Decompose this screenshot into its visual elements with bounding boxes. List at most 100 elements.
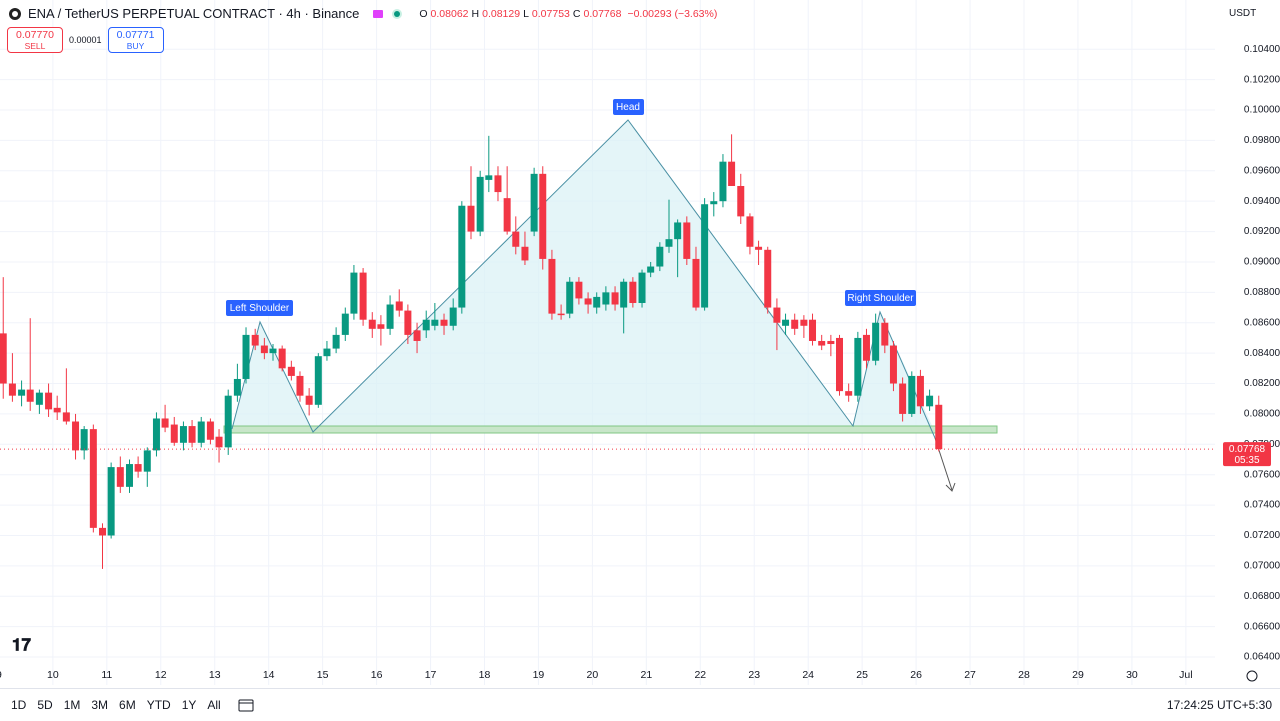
candle-body: [116, 467, 124, 487]
candle-body: [278, 348, 286, 369]
x-tick-label: 19: [533, 669, 545, 681]
candle-body: [251, 334, 259, 346]
candle-body: [485, 175, 493, 180]
candle-body: [809, 319, 817, 341]
left-shoulder-area: [232, 322, 313, 432]
candle-body: [224, 395, 232, 448]
currency[interactable]: USDT: [1229, 8, 1257, 19]
market-status: [392, 8, 403, 19]
candle-body: [152, 418, 160, 451]
candle-body: [935, 404, 943, 450]
right-shoulder-label: Right Shoulder: [847, 293, 914, 304]
labels: Head Left Shoulder Right Shoulder: [226, 99, 916, 316]
price-tag: [1223, 442, 1271, 467]
candle-body: [314, 356, 322, 405]
range-button[interactable]: All: [207, 698, 221, 712]
y-tick-label: 0.07400: [1244, 500, 1280, 511]
x-tick-label: 22: [694, 669, 706, 681]
candle-body: [638, 272, 646, 303]
x-tick-label: 25: [856, 669, 868, 681]
candle-body: [800, 319, 808, 326]
y-tick-label: 0.08000: [1244, 409, 1280, 420]
candle-body: [404, 310, 412, 335]
candle-body: [755, 246, 763, 250]
y-tick-label: 0.10400: [1244, 44, 1280, 55]
y-tick-label: 0.06400: [1244, 652, 1280, 663]
candle-body: [845, 391, 853, 396]
ohlc-value: 0.08129: [482, 7, 521, 20]
candle-body: [359, 272, 367, 320]
settings-icon: [1246, 670, 1258, 682]
x-tick-label: 27: [964, 669, 976, 681]
candle-body: [881, 322, 889, 346]
candle-body: [889, 345, 897, 384]
candle-body: [557, 313, 565, 316]
candle-body: [521, 246, 529, 261]
x-tick-label: 23: [748, 669, 760, 681]
x-tick-label: 21: [641, 669, 653, 681]
candle-body: [72, 421, 80, 451]
candle-body: [602, 292, 610, 305]
candle-body: [710, 201, 718, 205]
x-tick-label: 12: [155, 669, 167, 681]
candle-body: [818, 340, 826, 346]
candle-body: [548, 258, 556, 314]
x-tick-label: 11: [101, 669, 112, 681]
x-tick-label: 29: [1072, 669, 1084, 681]
clock: 17:24:25 UTC+5:30: [1166, 698, 1272, 712]
candle-body: [862, 334, 870, 361]
candle-body: [368, 319, 376, 329]
x-tick-label: 9: [0, 669, 2, 681]
candle-body: [323, 348, 331, 357]
range-button[interactable]: 5D: [37, 698, 53, 712]
candle-body: [206, 421, 214, 440]
sell-button[interactable]: 0.07770 SELL: [7, 27, 63, 53]
y-tick-label: 0.09200: [1244, 226, 1280, 237]
candle-body: [835, 337, 843, 392]
left-shoulder-label: Left Shoulder: [230, 303, 290, 314]
range-button[interactable]: YTD: [146, 698, 171, 712]
x-tick-label: 18: [479, 669, 491, 681]
head-area: [313, 120, 853, 432]
buy-price: 0.07771: [116, 29, 155, 41]
candle-body: [260, 345, 268, 354]
trade-buttons: 0.07770 SELL 0.00001 0.07771 BUY: [7, 27, 164, 53]
spread: 0.00001: [69, 35, 102, 45]
x-tick-label: 20: [587, 669, 599, 681]
range-button[interactable]: 3M: [91, 698, 109, 712]
ohlc-label: H: [471, 7, 480, 20]
x-tick-label: 14: [263, 669, 275, 681]
candle-body: [143, 450, 151, 472]
x-tick-label: Jul: [1179, 669, 1192, 681]
y-tick-label: 0.09800: [1244, 135, 1280, 146]
x-tick-label: 26: [910, 669, 922, 681]
ohlc-value: 0.07768: [583, 7, 622, 20]
y-tick-label: 0.06800: [1244, 591, 1280, 602]
candle-body: [350, 272, 358, 314]
candle-body: [566, 281, 574, 314]
candle-body: [926, 395, 934, 407]
arrow-head: [945, 482, 956, 492]
y-tick-label: 0.09400: [1244, 196, 1280, 207]
buy-button[interactable]: 0.07771 BUY: [107, 27, 164, 53]
range-button[interactable]: 1D: [11, 698, 27, 712]
ohlc-label: O: [419, 7, 428, 20]
date-range-icon[interactable]: [237, 697, 255, 713]
price-tag-countdown: 05:35: [1234, 455, 1259, 466]
x-tick-label: 15: [317, 669, 329, 681]
candle-body: [99, 527, 107, 536]
sell-label: SELL: [24, 41, 46, 51]
range-button[interactable]: 6M: [119, 698, 136, 712]
candle-body: [107, 467, 115, 536]
candle-body: [18, 389, 26, 396]
candle-body: [377, 324, 385, 329]
range-button[interactable]: 1M: [63, 698, 81, 712]
range-button[interactable]: 1Y: [181, 698, 197, 712]
y-tick-label: 0.07200: [1244, 530, 1280, 541]
bottom-toolbar: 1D 5D 1M 3M 6M YTD 1Y All 17:24:25 UTC+5:30: [0, 688, 1280, 721]
candle-body: [8, 383, 16, 396]
candle-body: [0, 333, 7, 384]
candle-body: [899, 383, 907, 414]
ohlc-value: 0.08062: [430, 7, 469, 20]
label-box: [226, 300, 293, 316]
